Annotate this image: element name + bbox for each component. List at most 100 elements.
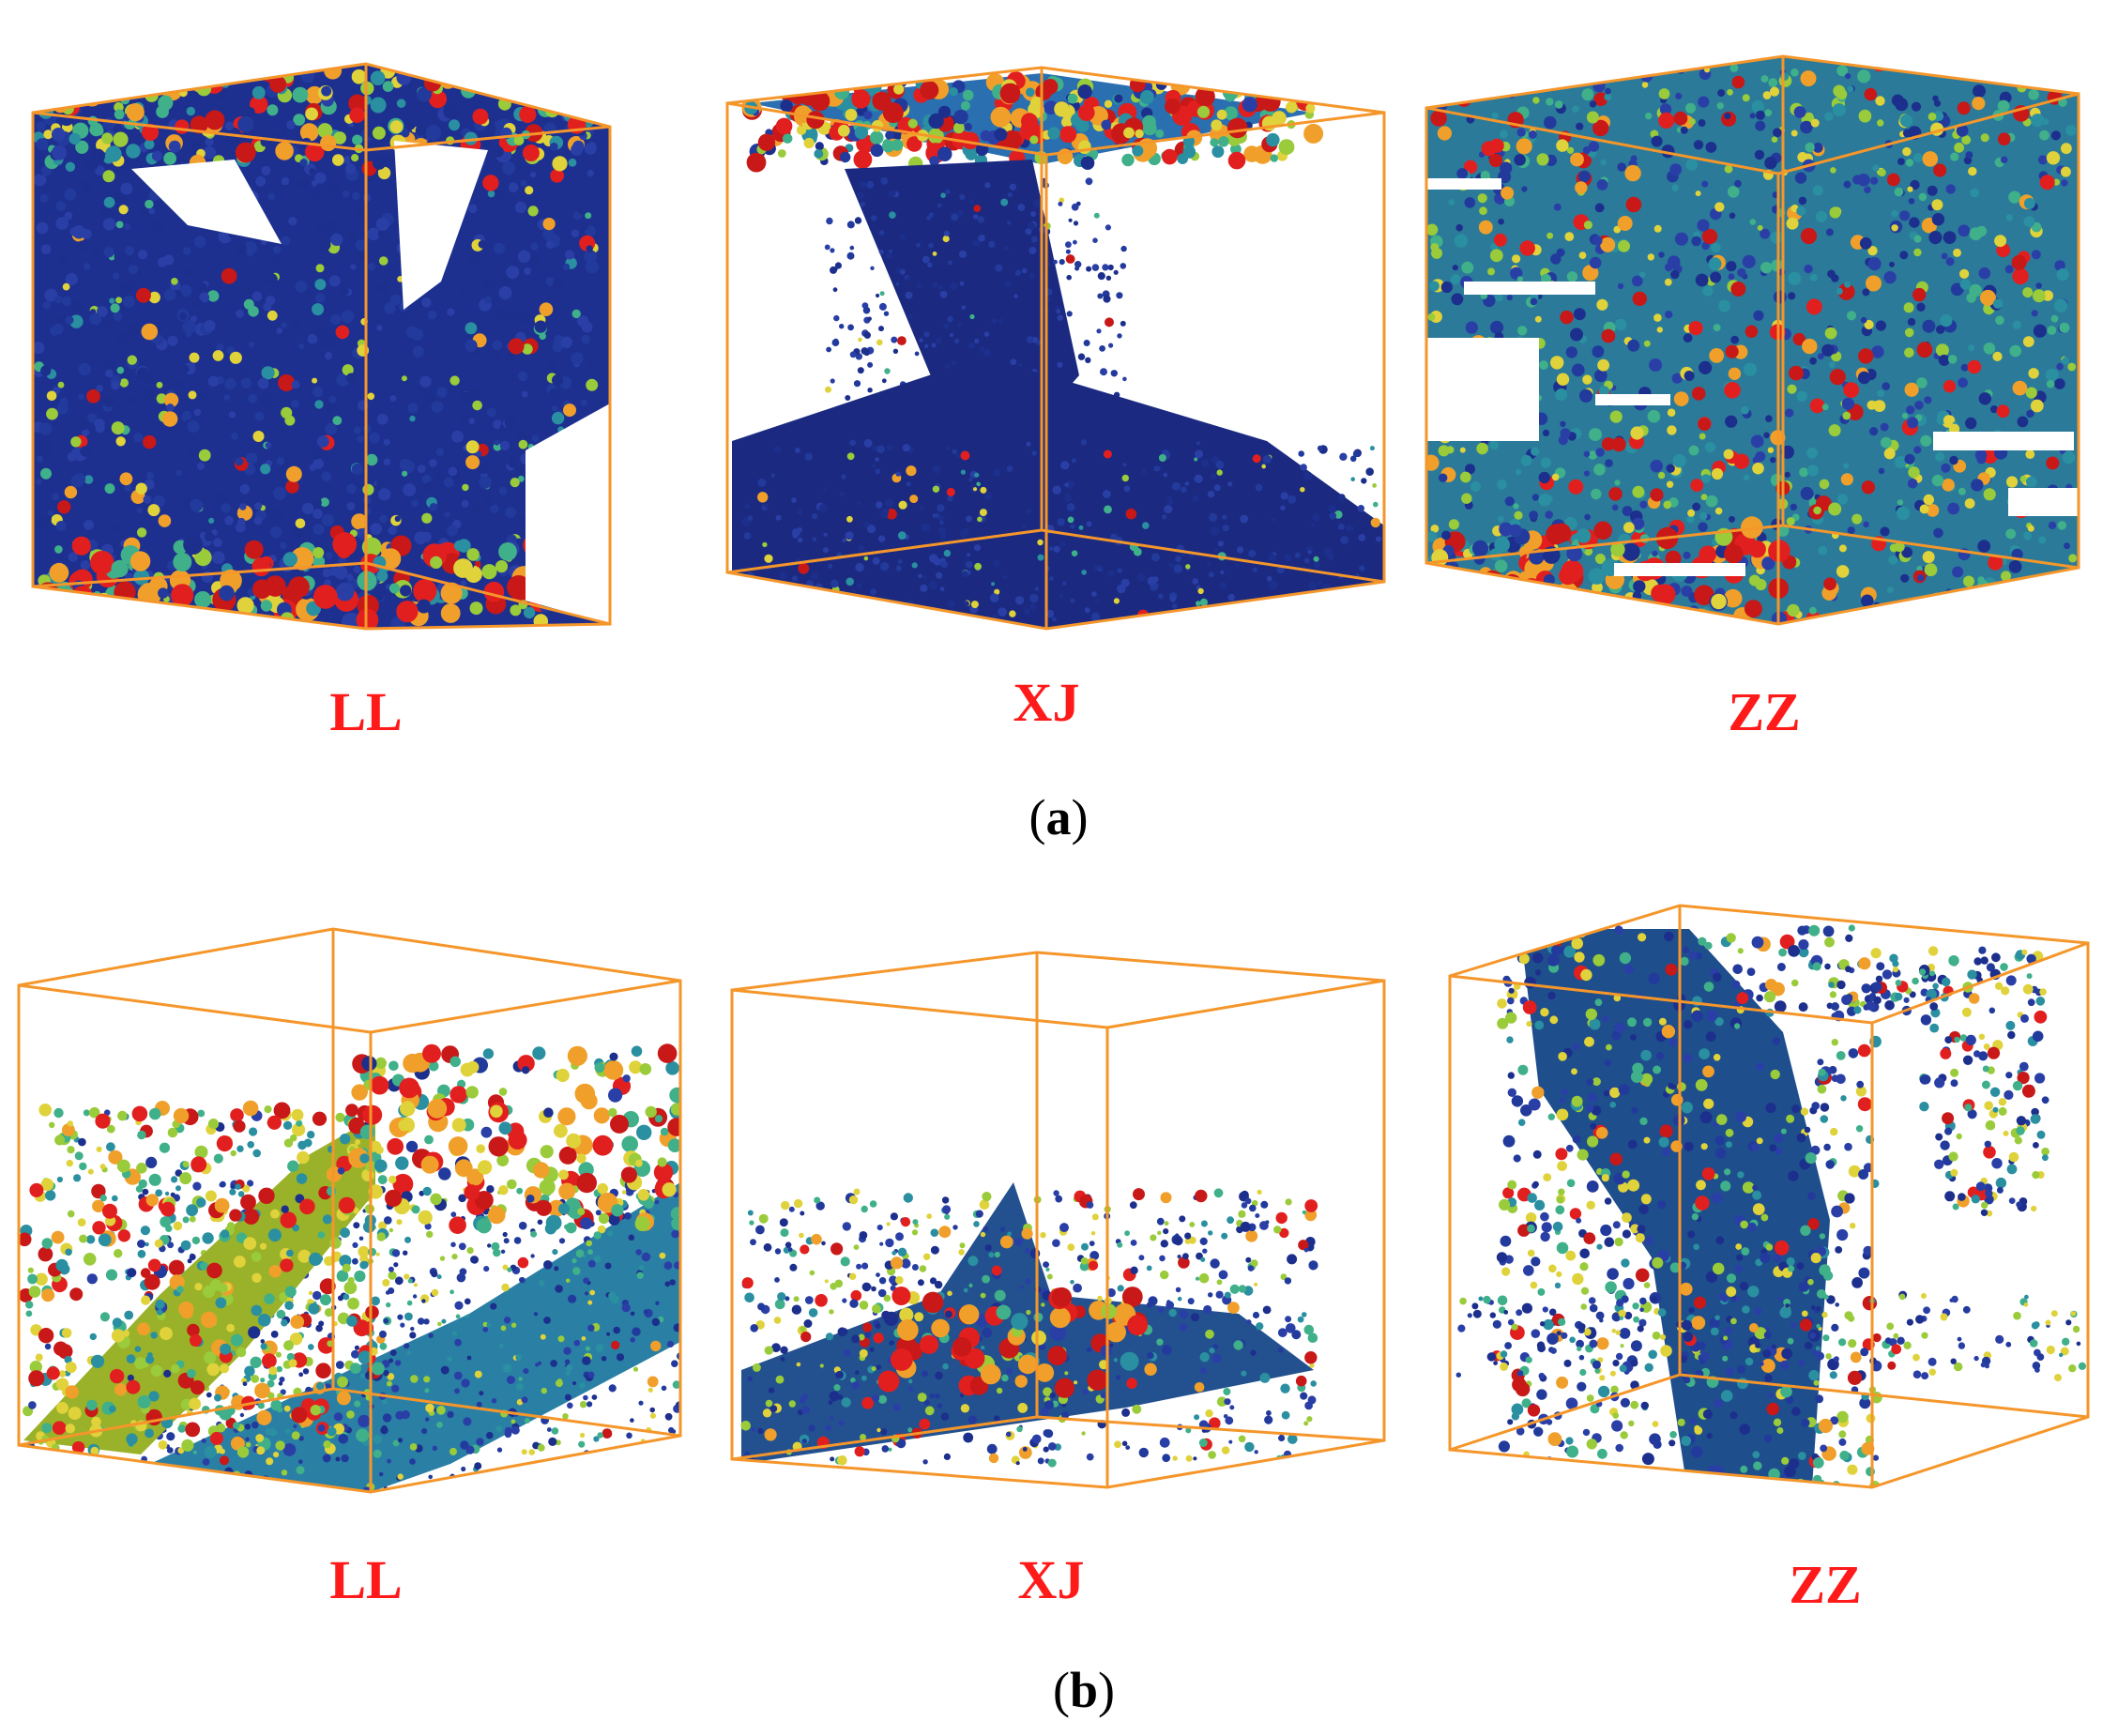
pore-sphere: [422, 1043, 441, 1063]
pore-sphere: [498, 286, 512, 300]
pore-sphere: [1037, 554, 1044, 561]
pore-sphere: [1959, 268, 1970, 279]
pore-sphere: [376, 413, 389, 425]
pore-sphere: [1021, 113, 1038, 130]
pore-sphere: [1017, 204, 1026, 211]
pore-sphere: [522, 145, 540, 161]
pore-sphere: [550, 168, 564, 183]
pore-sphere: [1908, 198, 1915, 205]
pore-sphere: [1598, 386, 1609, 397]
pore-sphere: [1361, 478, 1367, 484]
pore-sphere: [487, 1243, 492, 1248]
pore-sphere: [539, 1280, 545, 1287]
pore-sphere: [1105, 224, 1111, 231]
pore-sphere: [242, 1100, 259, 1117]
pore-sphere: [1429, 281, 1440, 292]
pore-sphere: [818, 602, 824, 607]
pore-sphere: [504, 1430, 512, 1439]
pore-sphere: [953, 338, 960, 344]
pore-sphere: [663, 1261, 673, 1271]
pore-sphere: [443, 103, 459, 119]
pore-sphere: [1123, 485, 1131, 493]
pore-sphere: [2062, 450, 2076, 464]
pore-sphere: [221, 267, 237, 284]
pore-sphere: [424, 475, 432, 482]
pore-sphere: [960, 469, 966, 475]
pore-sphere: [265, 575, 286, 597]
pore-sphere: [352, 1241, 358, 1248]
pore-sphere: [2017, 416, 2029, 428]
pore-sphere: [1197, 587, 1204, 595]
pore-sphere: [116, 333, 128, 344]
pore-sphere: [1196, 105, 1211, 118]
pore-sphere: [1519, 240, 1535, 256]
pore-sphere: [239, 484, 251, 495]
pore-sphere: [1788, 271, 1802, 285]
pore-sphere: [347, 230, 357, 240]
pore-sphere: [1907, 317, 1916, 327]
pore-sphere: [409, 415, 416, 422]
pore-sphere: [516, 1187, 524, 1195]
pore-sphere: [1110, 370, 1119, 377]
pore-sphere: [1724, 544, 1744, 564]
pore-sphere: [283, 1138, 294, 1148]
pore-sphere: [1213, 484, 1221, 492]
pore-sphere: [96, 233, 110, 247]
pore-sphere: [465, 440, 480, 454]
pore-sphere: [230, 1150, 236, 1157]
pore-sphere: [54, 1134, 66, 1146]
pore-sphere: [1373, 501, 1379, 508]
pore-sphere: [2004, 265, 2014, 274]
pore-sphere: [1164, 505, 1173, 514]
pore-sphere: [1014, 596, 1025, 605]
pore-sphere: [1972, 97, 1986, 111]
pore-sphere: [552, 1249, 558, 1256]
pore-sphere: [502, 1363, 512, 1373]
pore-sphere: [1601, 437, 1616, 451]
pore-sphere: [1303, 610, 1309, 617]
pore-sphere: [36, 455, 44, 464]
pore-sphere: [876, 339, 883, 346]
pore-sphere: [427, 1099, 448, 1119]
pore-sphere: [1313, 556, 1319, 562]
pore-sphere: [483, 495, 494, 506]
pore-sphere: [1742, 94, 1750, 102]
pore-sphere: [1171, 481, 1181, 491]
pore-sphere: [251, 85, 266, 99]
pore-sphere: [1690, 479, 1704, 492]
pore-sphere: [1066, 311, 1073, 317]
pore-sphere: [1113, 598, 1120, 604]
pore-sphere: [193, 408, 202, 417]
pore-sphere: [315, 1324, 323, 1332]
pore-sphere: [1570, 327, 1583, 342]
pore-sphere: [863, 556, 869, 561]
pore-sphere: [265, 64, 273, 70]
pore-sphere: [333, 131, 346, 145]
pore-sphere: [388, 1271, 397, 1280]
pore-sphere: [793, 72, 809, 89]
pore-sphere: [1963, 575, 1974, 587]
pore-sphere: [1821, 343, 1835, 357]
pore-sphere: [654, 1115, 663, 1123]
pore-sphere: [69, 132, 81, 145]
pore-sphere: [38, 1104, 52, 1117]
pore-sphere: [2050, 314, 2059, 323]
pore-sphere: [804, 452, 813, 461]
pore-sphere: [402, 470, 408, 477]
pore-sphere: [49, 1121, 55, 1129]
pore-sphere: [1544, 613, 1554, 624]
pore-sphere: [92, 149, 106, 163]
pore-sphere: [404, 1273, 410, 1280]
pore-sphere: [2061, 179, 2068, 187]
pore-sphere: [1869, 427, 1879, 436]
pore-sphere: [55, 201, 67, 211]
pore-sphere: [995, 264, 1003, 272]
pore-sphere: [1073, 221, 1079, 226]
pore-sphere: [1546, 524, 1567, 545]
pore-sphere: [438, 1167, 451, 1180]
pore-sphere: [458, 1194, 466, 1203]
pore-sphere: [308, 1344, 314, 1350]
pore-sphere: [87, 67, 100, 80]
pore-sphere: [98, 69, 110, 82]
pore-sphere: [312, 303, 325, 316]
